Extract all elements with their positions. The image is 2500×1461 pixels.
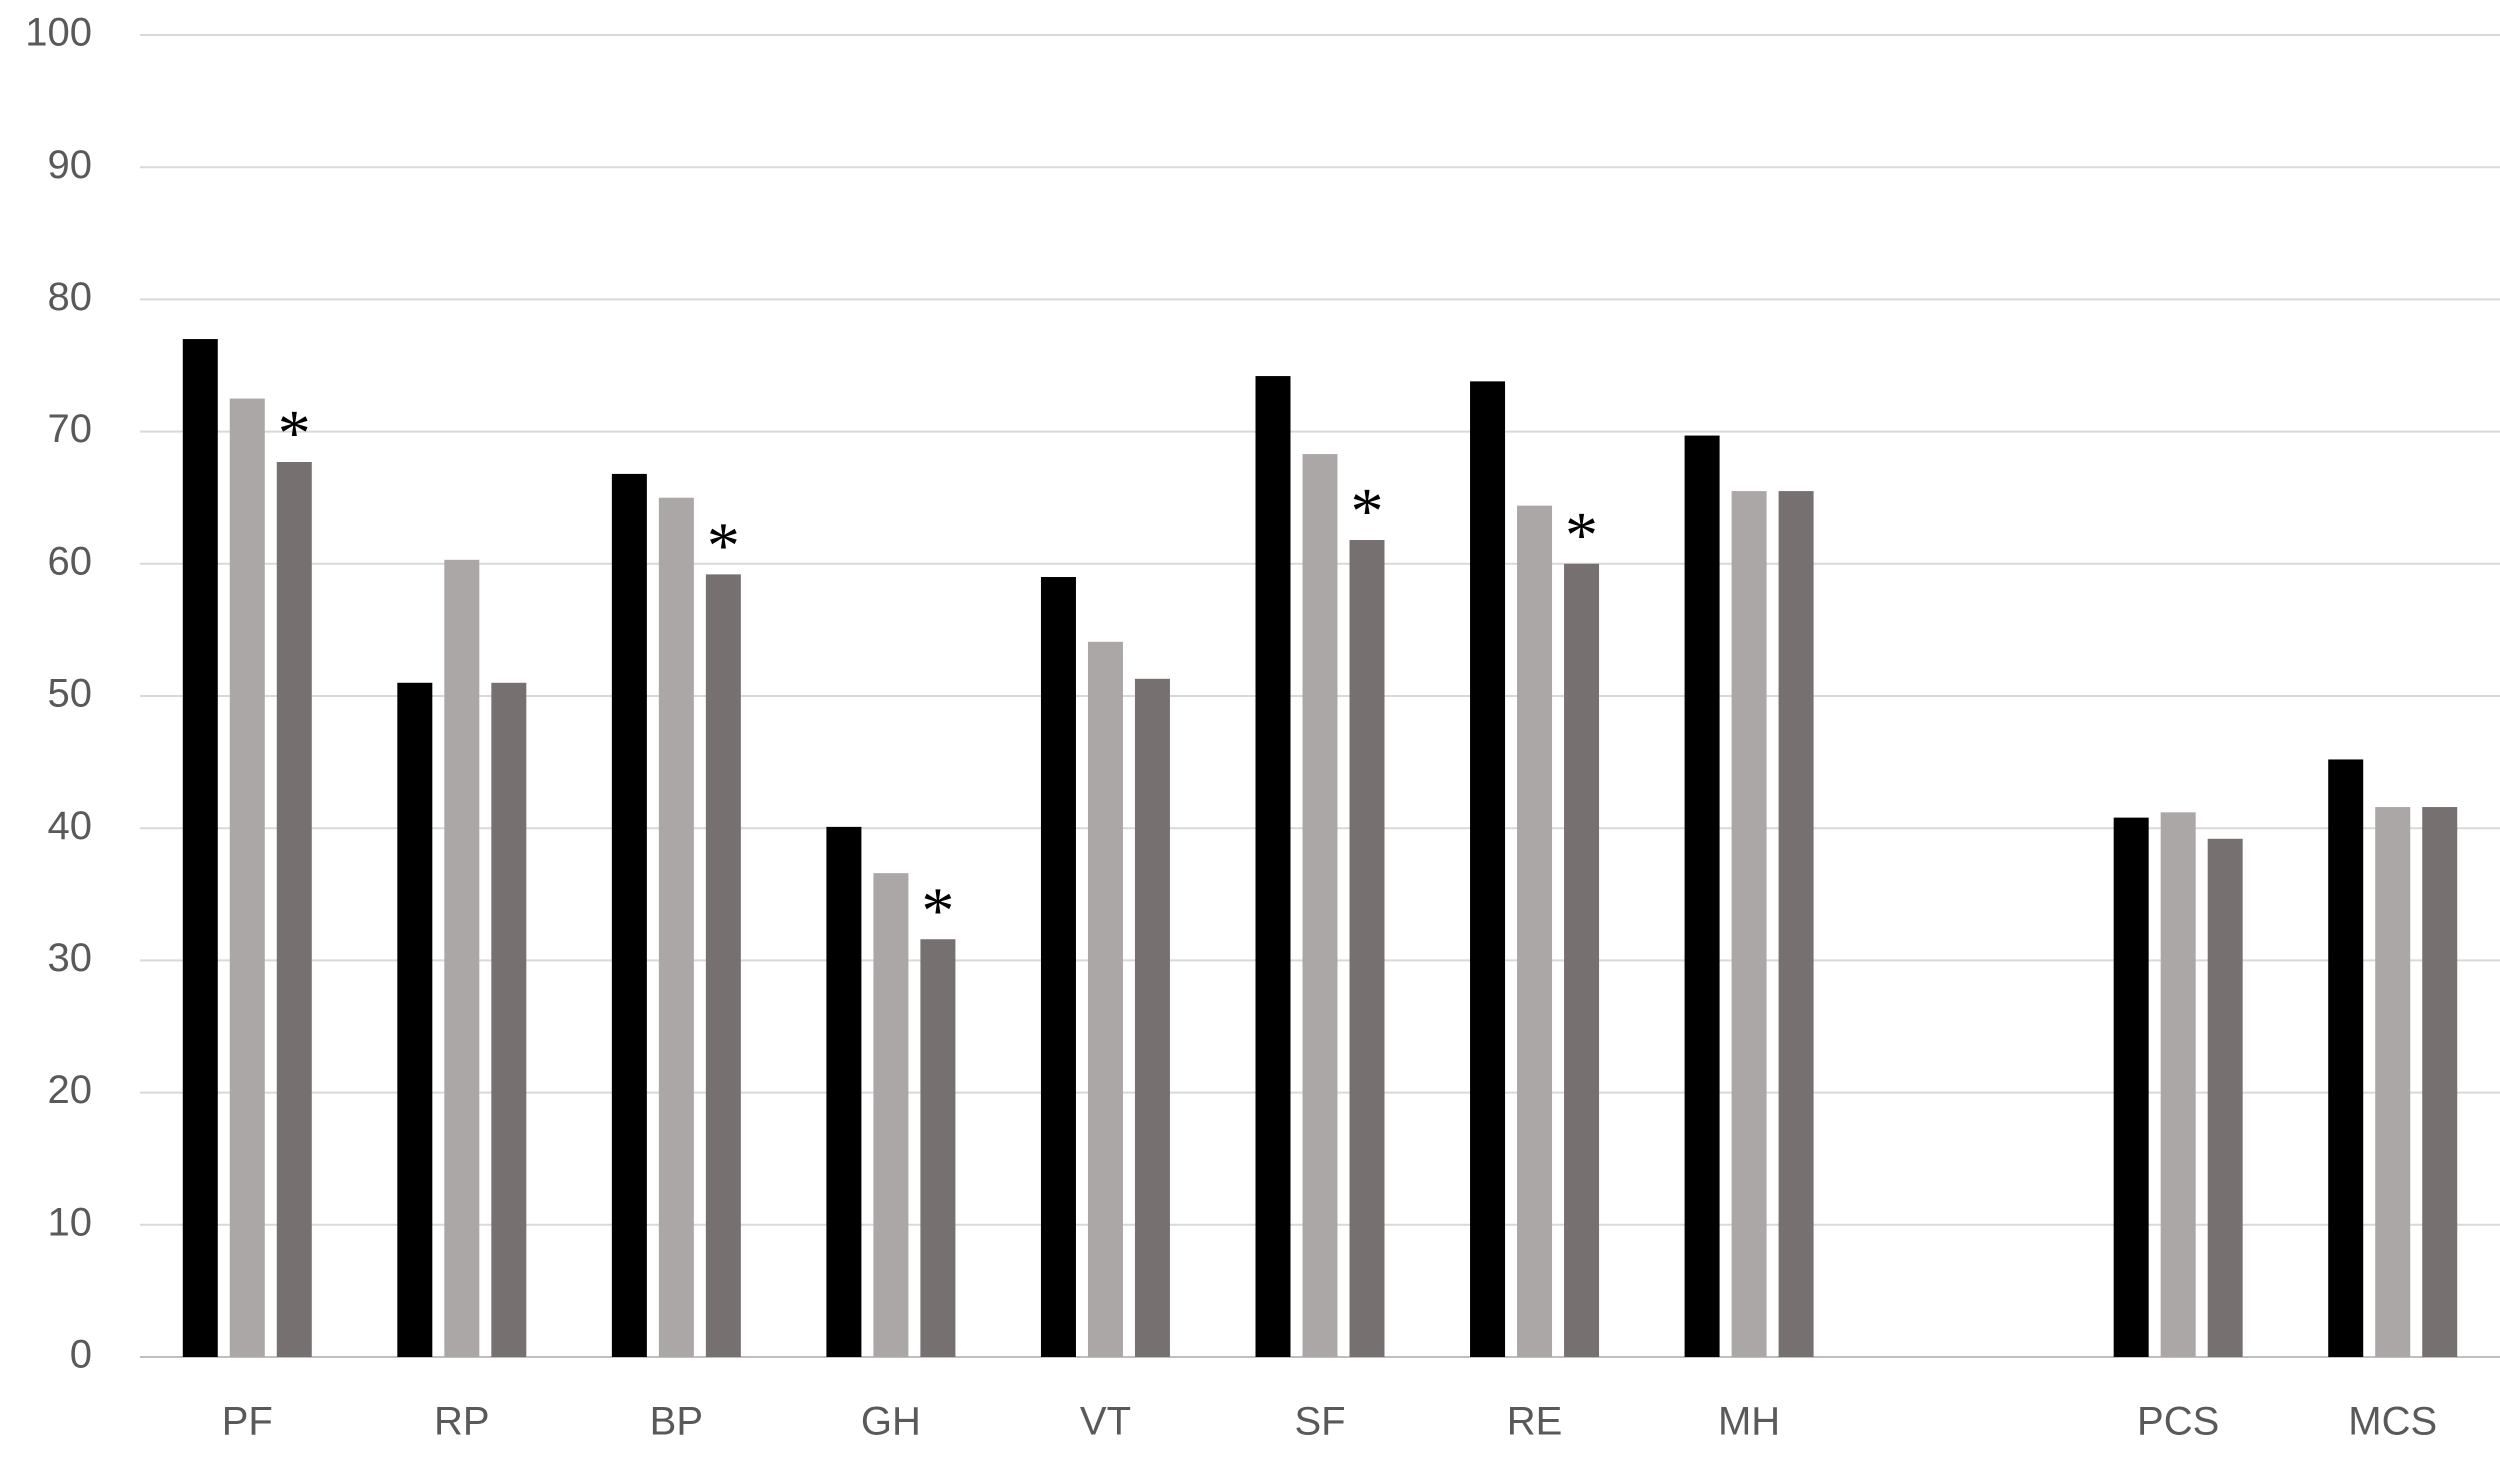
y-tick-label: 80 xyxy=(48,275,93,319)
bar xyxy=(491,682,527,1357)
bar xyxy=(705,574,741,1357)
bar xyxy=(1040,577,1076,1357)
bar xyxy=(1517,505,1553,1358)
bar xyxy=(1302,454,1338,1358)
y-tick-label: 50 xyxy=(48,672,93,716)
bar xyxy=(397,682,433,1357)
bar xyxy=(1470,381,1506,1357)
y-tick-label: 90 xyxy=(48,143,93,187)
x-tick-label: MCS xyxy=(2348,1400,2437,1444)
x-tick-label: MH xyxy=(1718,1400,1780,1444)
bar xyxy=(611,473,647,1357)
bar xyxy=(1731,491,1767,1358)
y-tick-label: 20 xyxy=(48,1068,93,1112)
annotation: * xyxy=(1565,499,1598,572)
x-tick-label: PCS xyxy=(2137,1400,2219,1444)
annotation: * xyxy=(1351,475,1384,548)
bar xyxy=(1349,540,1385,1357)
x-tick-label: VT xyxy=(1080,1400,1131,1444)
y-tick-label: 100 xyxy=(25,11,92,55)
bar xyxy=(444,559,480,1357)
y-tick-label: 60 xyxy=(48,539,93,583)
bar xyxy=(2160,812,2196,1357)
bar xyxy=(2113,817,2149,1357)
bar xyxy=(1134,678,1170,1357)
bar xyxy=(1087,641,1123,1357)
bar xyxy=(873,873,909,1357)
bar xyxy=(826,826,862,1357)
x-tick-label: RP xyxy=(434,1400,490,1444)
bar xyxy=(229,398,265,1357)
y-tick-label: 0 xyxy=(70,1333,92,1377)
bar xyxy=(920,939,956,1357)
y-tick-label: 10 xyxy=(48,1200,93,1244)
x-tick-label: GH xyxy=(861,1400,921,1444)
annotation: * xyxy=(707,510,740,583)
bar xyxy=(1255,376,1291,1357)
bar xyxy=(2207,838,2243,1357)
y-tick-label: 40 xyxy=(48,804,93,848)
x-tick-label: PF xyxy=(222,1400,273,1444)
bar xyxy=(1778,491,1814,1358)
y-tick-label: 30 xyxy=(48,936,93,980)
bar xyxy=(182,339,218,1357)
annotation: * xyxy=(278,397,311,470)
bar xyxy=(2328,759,2364,1357)
bar xyxy=(2422,807,2458,1357)
x-tick-label: RE xyxy=(1507,1400,1563,1444)
bar xyxy=(1564,563,1600,1357)
bar xyxy=(276,462,312,1358)
bar xyxy=(658,497,694,1357)
x-tick-label: BP xyxy=(650,1400,703,1444)
x-tick-label: SF xyxy=(1294,1400,1345,1444)
y-tick-label: 70 xyxy=(48,407,93,451)
annotation: * xyxy=(921,874,954,947)
bar xyxy=(2375,807,2411,1357)
bar xyxy=(1684,435,1720,1357)
